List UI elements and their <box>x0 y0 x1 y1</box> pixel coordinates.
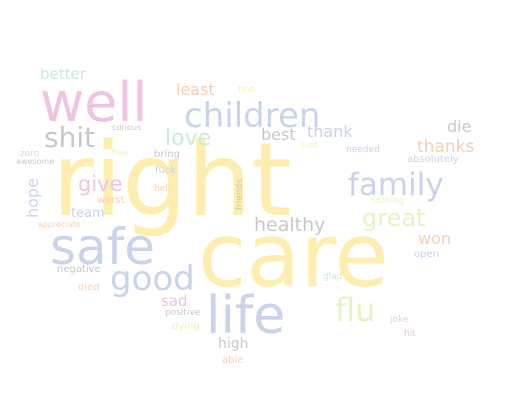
word-open: open <box>414 249 439 260</box>
word-died: died <box>78 282 100 293</box>
word-dying: dying <box>172 321 200 332</box>
word-free: free <box>112 148 128 157</box>
word-healthy: healthy <box>254 214 326 236</box>
word-negative: negative <box>57 264 101 275</box>
word-well: well <box>40 71 148 134</box>
word-fuck: fuck <box>155 165 177 176</box>
word-joke: joke <box>390 315 409 325</box>
word-friends: friends <box>235 178 245 210</box>
word-awesome: awesome <box>16 157 55 166</box>
word-safe: safe <box>50 218 156 276</box>
word-better: better <box>40 65 86 83</box>
word-die: die <box>447 117 472 136</box>
word-hope: hope <box>23 178 42 218</box>
word-great: great <box>362 204 426 232</box>
word-worst: worst <box>97 195 125 206</box>
word-shit: shit <box>44 121 96 154</box>
word-good: good <box>110 259 195 299</box>
word-life: life <box>206 286 286 346</box>
word-zero: zero <box>20 149 40 159</box>
word-hell: hell <box>154 184 171 194</box>
word-high: high <box>218 336 249 352</box>
word-absolutely: absolutely <box>407 154 459 165</box>
word-thank: thank <box>307 122 353 141</box>
word-love: love <box>165 126 212 151</box>
word-won: won <box>418 229 452 248</box>
word-curious: curious <box>112 123 142 132</box>
word-right: right <box>52 121 292 240</box>
word-positive: positive <box>165 308 201 318</box>
word-family: family <box>348 167 444 203</box>
word-bring: bring <box>154 149 180 160</box>
word-fine: fine <box>238 85 255 95</box>
word-least: least <box>176 80 215 99</box>
word-sad: sad <box>161 292 188 310</box>
word-thanks: thanks <box>417 137 475 157</box>
word-give: give <box>78 172 123 196</box>
word-appreciate: appreciate <box>38 220 81 229</box>
word-able: able <box>222 355 244 366</box>
word-needed: needed <box>346 145 380 155</box>
word-team: team <box>71 206 105 221</box>
word-best: best <box>261 125 296 144</box>
word-bad: bad <box>301 141 318 151</box>
word-children: children <box>184 96 321 136</box>
word-glad: glad <box>323 272 343 282</box>
word-flu: flu <box>335 291 376 329</box>
word-nothing: nothing <box>370 196 405 206</box>
word-care: care <box>198 204 389 307</box>
word-hit: hit <box>404 329 416 339</box>
